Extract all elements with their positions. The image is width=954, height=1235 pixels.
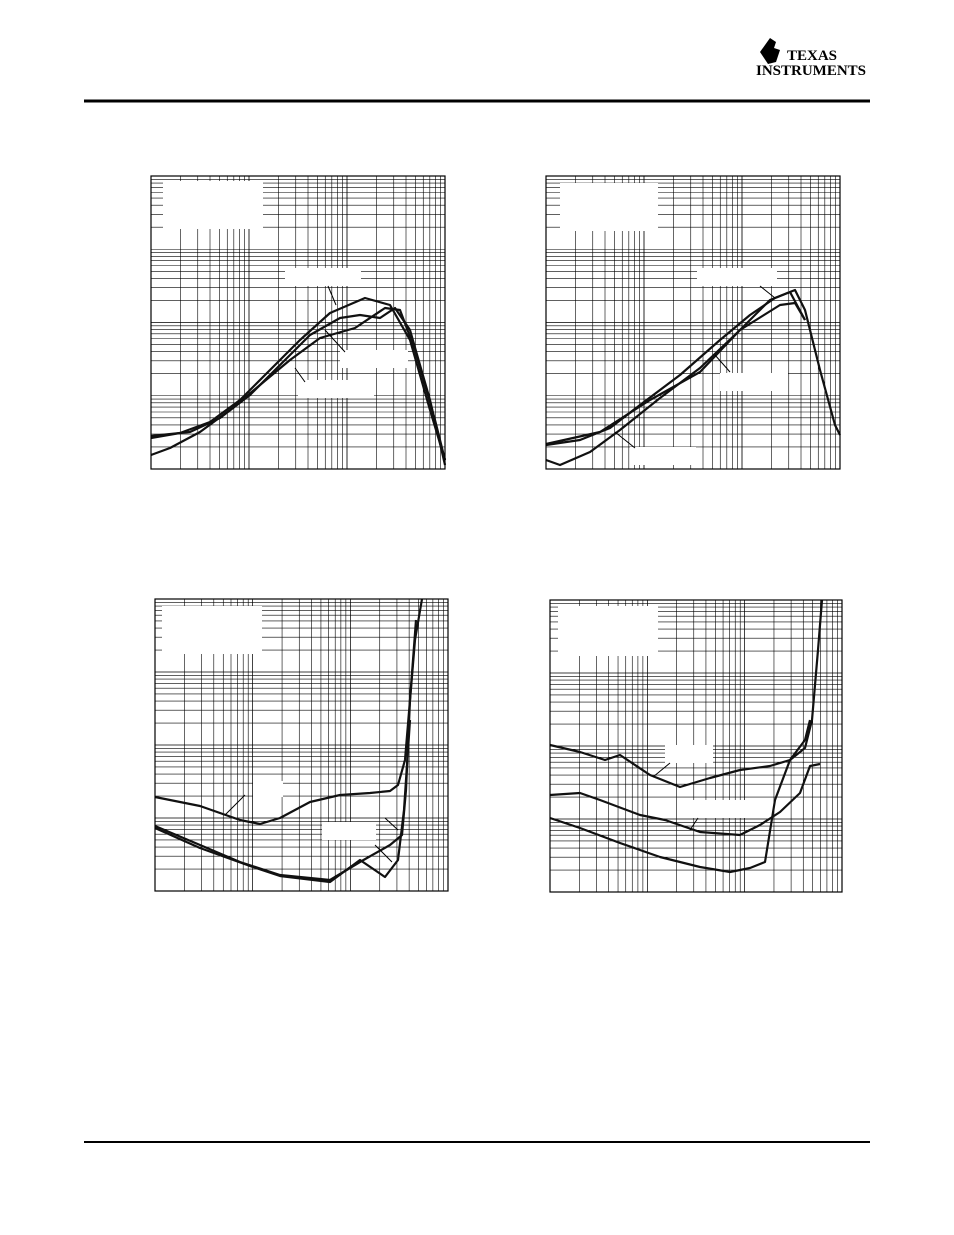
- label-box: [163, 181, 263, 229]
- arrow: [759, 285, 776, 299]
- label-box: [665, 745, 713, 763]
- label-box: [285, 268, 361, 286]
- logo-text: INSTRUMENTS: [756, 63, 866, 79]
- arrow: [652, 762, 671, 778]
- arrow: [689, 817, 699, 831]
- arrow: [614, 431, 636, 449]
- arrow: [374, 844, 393, 863]
- frame: [549, 599, 843, 893]
- label-box: [253, 781, 283, 797]
- curve: [545, 301, 806, 446]
- label-box: [340, 350, 408, 368]
- curve: [549, 599, 824, 789]
- curve: [549, 762, 821, 837]
- arrow: [714, 354, 731, 373]
- label-box: [298, 380, 374, 398]
- logo: TEXAS INSTRUMENTS: [756, 38, 866, 79]
- curve: [545, 288, 841, 447]
- label-box: [560, 183, 658, 231]
- curve: [154, 619, 418, 882]
- chart: [154, 598, 449, 892]
- curve: [150, 306, 447, 461]
- label-box: [630, 447, 696, 465]
- frame: [545, 175, 841, 470]
- chart: [150, 175, 447, 470]
- curve: [549, 719, 812, 874]
- frame: [154, 598, 449, 892]
- logo-mark: [760, 38, 780, 64]
- label-box: [697, 268, 777, 286]
- label-box: [720, 373, 788, 391]
- logo-text: TEXAS: [787, 48, 837, 64]
- arrow: [324, 329, 346, 353]
- chart: [545, 175, 841, 470]
- chart: [549, 599, 843, 893]
- arrow: [294, 367, 306, 383]
- label-box: [558, 606, 658, 656]
- label-box: [693, 800, 749, 818]
- curve: [154, 719, 412, 884]
- arrow: [224, 794, 246, 816]
- arrow: [327, 285, 337, 306]
- charts: [150, 175, 843, 893]
- arrow: [384, 817, 399, 831]
- label-box: [162, 606, 262, 654]
- frame: [150, 175, 446, 470]
- label-box: [322, 822, 376, 840]
